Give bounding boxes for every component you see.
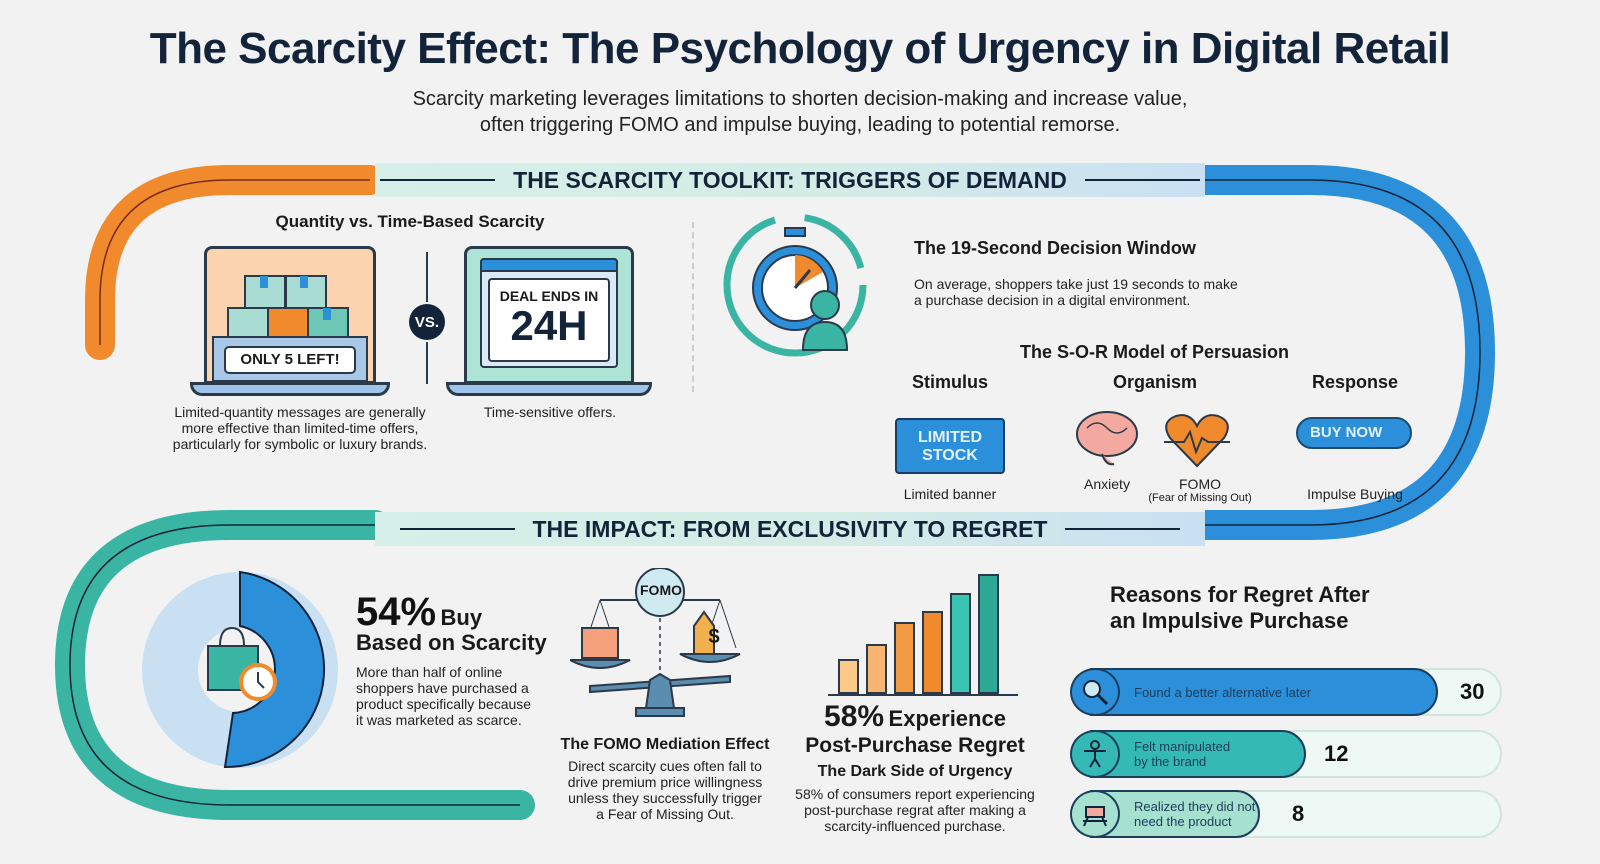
regret-text: 58% of consumers report experiencing pos… [795, 786, 1035, 834]
quantity-laptop-illustration: ONLY 5 LEFT! [190, 246, 390, 406]
boxes-icon [227, 275, 349, 341]
heart-pulse-icon [1164, 414, 1230, 468]
bar [866, 644, 887, 694]
divider [1065, 528, 1181, 530]
quantity-vs-time-heading: Quantity vs. Time-Based Scarcity [275, 212, 545, 231]
magnifier-icon [1070, 668, 1120, 716]
divider [380, 179, 496, 181]
section-header-impact: THE IMPACT: FROM EXCLUSIVITY TO REGRET [375, 512, 1205, 546]
balance-scale-icon [570, 568, 741, 717]
divider [1084, 179, 1200, 181]
divider [426, 342, 428, 384]
response-caption: Impulse Buying [1307, 486, 1403, 502]
regret-stat: 58% Experience [824, 700, 1006, 733]
fomo-caption: FOMO (Fear of Missing Out) [1148, 476, 1252, 504]
decision-window-text: On average, shoppers take just 19 second… [914, 276, 1238, 308]
fomo-mediation-heading: The FOMO Mediation Effect [560, 736, 770, 753]
limited-stock-banner: LIMITED STOCK [895, 418, 1005, 474]
dark-side-heading: The Dark Side of Urgency [817, 763, 1013, 780]
quantity-caption: Limited-quantity messages are generally … [172, 404, 428, 452]
stopwatch-icon [723, 213, 867, 357]
scarcity-buy-text: More than half of online shoppers have p… [356, 664, 532, 728]
stimulus-caption: Limited banner [903, 486, 997, 502]
empty-cart-icon [1070, 790, 1120, 838]
reason-row-not-needed: Realized they did not need the product 8 [1070, 790, 1502, 838]
reason-label: Felt manipulated by the brand [1134, 739, 1231, 769]
bar [978, 574, 999, 694]
box-icon [581, 627, 619, 659]
donut-chart-54 [142, 570, 338, 769]
brain-icon [1076, 411, 1138, 466]
time-laptop-illustration: DEAL ENDS IN 24H [446, 246, 652, 406]
scarcity-buy-stat: 54% Buy [356, 590, 483, 634]
reason-label: Realized they did not need the product [1134, 799, 1256, 829]
regret-bar-chart [828, 574, 1018, 696]
anxiety-caption: Anxiety [1084, 476, 1130, 492]
bar [950, 593, 971, 694]
page-subtitle: Scarcity marketing leverages limitations… [412, 88, 1188, 136]
puppet-icon [1070, 730, 1120, 778]
buy-now-button[interactable]: BUY NOW [1296, 417, 1412, 449]
page-title: The Scarcity Effect: The Psychology of U… [149, 24, 1451, 73]
dollar-sign: $ [708, 626, 720, 648]
divider [399, 528, 515, 530]
deal-countdown: DEAL ENDS IN 24H [488, 278, 610, 362]
bar [838, 659, 859, 694]
response-label: Response [1311, 372, 1399, 392]
fomo-mediation-text: Direct scarcity cues often fall to drive… [567, 758, 763, 822]
only-left-label: ONLY 5 LEFT! [224, 346, 356, 374]
scarcity-buy-heading: Based on Scarcity [356, 630, 547, 655]
divider [426, 252, 428, 302]
stimulus-label: Stimulus [911, 372, 988, 392]
bar [922, 611, 943, 694]
reasons-heading: Reasons for Regret After an Impulsive Pu… [1110, 582, 1370, 633]
divider [692, 222, 694, 392]
bar [894, 622, 915, 694]
price-tag-icon [693, 610, 715, 657]
regret-heading: Post-Purchase Regret [805, 734, 1025, 757]
sor-heading: The S-O-R Model of Persuasion [1020, 342, 1290, 362]
fomo-scale-label: FOMO [640, 582, 682, 598]
vs-badge: VS. [409, 304, 445, 340]
section-header-toolkit: THE SCARCITY TOOLKIT: TRIGGERS OF DEMAND [375, 163, 1205, 197]
decision-window-heading: The 19-Second Decision Window [914, 238, 1196, 258]
reason-row-manipulated: Felt manipulated by the brand 12 [1070, 730, 1502, 778]
organism-label: Organism [1112, 372, 1198, 392]
time-caption: Time-sensitive offers. [483, 404, 617, 420]
reason-row-alternative: Found a better alternative later 30 [1070, 668, 1502, 716]
